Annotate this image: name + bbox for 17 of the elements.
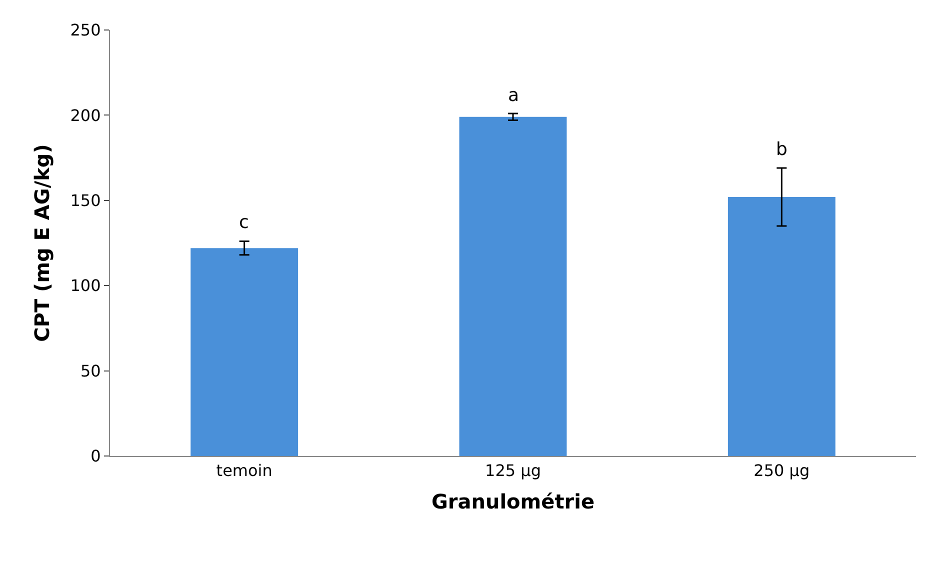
bar	[190, 248, 298, 456]
annotation: b	[776, 139, 788, 160]
y-tick-label: 0	[90, 446, 101, 466]
annotation: c	[239, 212, 249, 233]
y-tick-label: 200	[70, 106, 101, 125]
y-tick-label: 100	[70, 276, 101, 296]
bar	[459, 116, 567, 456]
y-tick-label: 250	[70, 20, 101, 40]
bar	[728, 196, 836, 456]
x-axis-title: Granulométrie	[431, 490, 595, 514]
x-tick-label: 125 µg	[485, 461, 541, 480]
y-tick-label: 50	[80, 361, 101, 380]
x-tick-label: 250 µg	[754, 461, 810, 480]
x-tick-label: temoin	[216, 461, 272, 480]
y-tick-label: 150	[70, 191, 101, 210]
annotation: a	[508, 85, 520, 106]
y-axis-title: CPT (mg E AG/kg)	[30, 144, 54, 342]
